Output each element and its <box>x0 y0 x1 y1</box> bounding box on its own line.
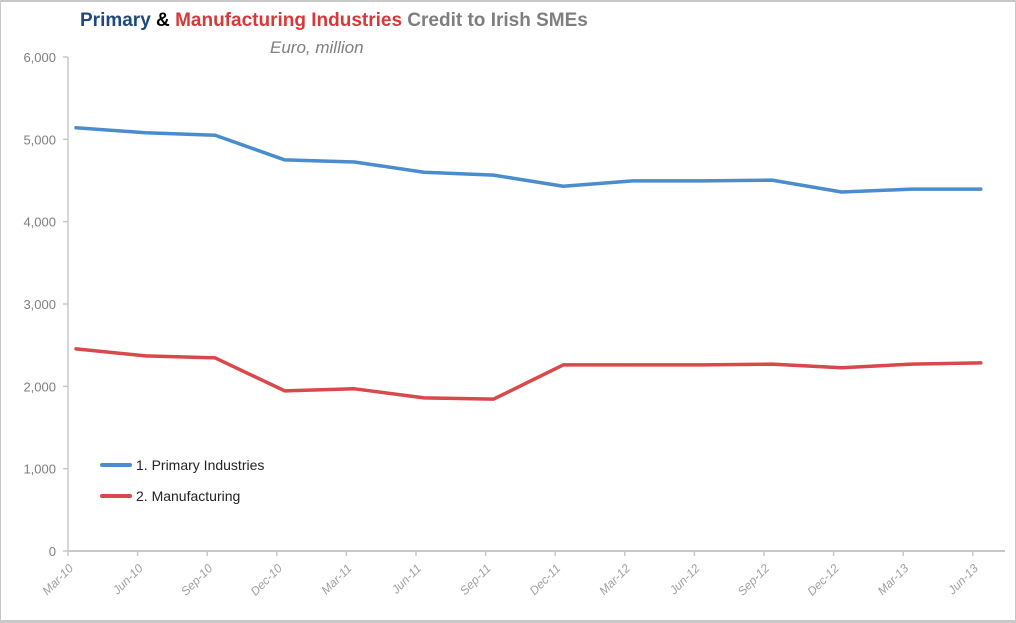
y-tick-label: 5,000 <box>23 132 56 147</box>
chart-subtitle: Euro, million <box>270 38 364 57</box>
data-point-primary <box>979 187 983 191</box>
y-tick-label: 4,000 <box>23 215 56 230</box>
x-tick-label: Sep-12 <box>735 561 772 598</box>
legend-label-manufacturing: 2. Manufacturing <box>136 488 241 504</box>
series-line-primary <box>74 126 983 194</box>
series-line-manufacturing <box>74 347 983 401</box>
y-tick-label: 1,000 <box>23 462 56 477</box>
legend-item-manufacturing: 2. Manufacturing <box>100 488 240 504</box>
x-tick-label: Jun-10 <box>109 561 146 598</box>
x-tick-label: Jun-11 <box>388 561 424 597</box>
x-tick-label: Sep-10 <box>178 561 215 598</box>
data-point-primary <box>74 126 78 130</box>
x-tick-label: Dec-12 <box>804 561 841 598</box>
legend-label-primary: 1. Primary Industries <box>136 457 265 473</box>
data-point-manufacturing <box>561 363 565 367</box>
legend-swatch-manufacturing <box>100 494 132 498</box>
data-point-primary <box>700 179 704 183</box>
title-part-manufacturing: Manufacturing Industries <box>175 10 403 31</box>
x-tick-label: Dec-10 <box>248 561 285 598</box>
data-point-primary <box>492 173 496 177</box>
data-point-primary <box>909 187 913 191</box>
data-point-primary <box>213 133 217 137</box>
data-point-primary <box>283 158 287 162</box>
data-point-manufacturing <box>213 356 217 360</box>
x-tick-label: Mar-10 <box>39 561 76 598</box>
y-tick-label: 6,000 <box>23 50 56 65</box>
data-point-primary <box>770 178 774 182</box>
data-point-primary <box>352 160 356 164</box>
title-part-rest: Credit to Irish SMEs <box>402 10 588 31</box>
data-point-manufacturing <box>74 347 78 351</box>
data-point-manufacturing <box>700 363 704 367</box>
data-point-primary <box>561 184 565 188</box>
data-point-manufacturing <box>422 396 426 400</box>
x-tick-label: Jun-13 <box>944 561 981 598</box>
data-point-primary <box>631 179 635 183</box>
legend-swatch-primary <box>100 463 132 467</box>
data-point-manufacturing <box>840 366 844 370</box>
data-point-manufacturing <box>909 362 913 366</box>
data-point-manufacturing <box>144 354 148 358</box>
data-point-primary <box>144 131 148 135</box>
data-point-manufacturing <box>283 389 287 393</box>
data-point-manufacturing <box>631 363 635 367</box>
data-point-manufacturing <box>492 397 496 401</box>
x-tick-label: Jun-12 <box>666 561 703 598</box>
y-tick-label: 3,000 <box>23 297 56 312</box>
data-point-primary <box>840 190 844 194</box>
x-tick-label: Mar-13 <box>875 561 912 598</box>
data-point-manufacturing <box>770 362 774 366</box>
y-tick-label: 0 <box>49 544 56 559</box>
data-point-manufacturing <box>352 387 356 391</box>
data-point-manufacturing <box>979 361 983 365</box>
x-tick-label: Sep-11 <box>457 561 494 598</box>
legend-item-primary: 1. Primary Industries <box>100 457 264 473</box>
x-tick-label: Dec-11 <box>527 561 564 598</box>
title-part-amp: & <box>150 10 176 31</box>
x-tick-label: Mar-11 <box>319 561 355 597</box>
data-point-primary <box>422 170 426 174</box>
title-part-primary: Primary <box>80 10 151 31</box>
x-tick-label: Mar-12 <box>596 561 633 598</box>
y-tick-label: 2,000 <box>23 379 56 394</box>
chart-title: Primary & Manufacturing Industries Credi… <box>80 10 588 32</box>
